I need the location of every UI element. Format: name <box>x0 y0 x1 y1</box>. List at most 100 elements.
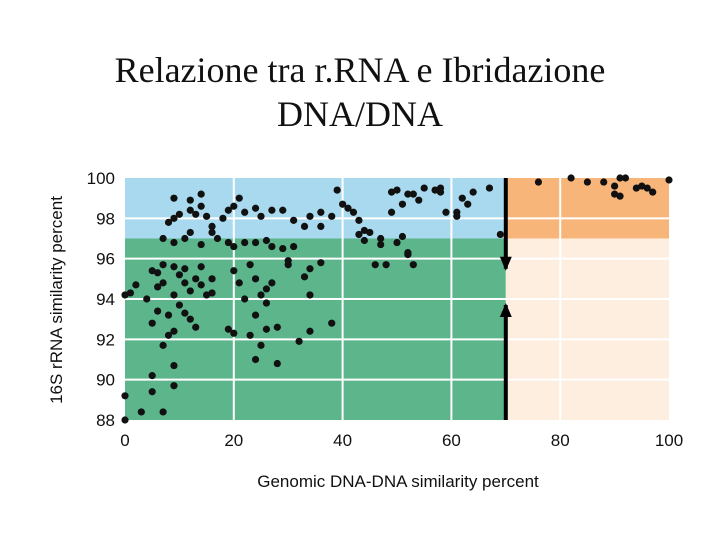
data-point-147 <box>600 178 607 185</box>
data-point-156 <box>665 176 672 183</box>
data-point-22 <box>181 310 188 317</box>
data-point-152 <box>622 174 629 181</box>
data-point-72 <box>263 285 270 292</box>
data-point-92 <box>306 265 313 272</box>
data-point-11 <box>170 328 177 335</box>
data-point-57 <box>187 197 194 204</box>
data-point-6 <box>149 372 156 379</box>
data-point-78 <box>274 324 281 331</box>
data-point-9 <box>159 342 166 349</box>
data-point-5 <box>149 388 156 395</box>
data-point-82 <box>274 360 281 367</box>
data-point-71 <box>263 299 270 306</box>
data-point-61 <box>241 209 248 216</box>
data-point-26 <box>181 279 188 286</box>
data-point-87 <box>285 261 292 268</box>
data-point-64 <box>241 239 248 246</box>
data-point-84 <box>306 328 313 335</box>
data-point-98 <box>317 209 324 216</box>
x-tick-label-4: 80 <box>551 431 570 450</box>
x-tick-label-3: 60 <box>442 431 461 450</box>
data-point-139 <box>459 195 466 202</box>
data-point-51 <box>198 203 205 210</box>
region-upper-left <box>125 178 506 239</box>
data-point-110 <box>350 209 357 216</box>
data-point-150 <box>616 193 623 200</box>
data-point-53 <box>208 223 215 230</box>
y-tick-label-6: 100 <box>87 169 115 188</box>
x-tick-label-1: 20 <box>224 431 243 450</box>
data-point-12 <box>149 320 156 327</box>
data-point-58 <box>198 191 205 198</box>
data-point-34 <box>154 269 161 276</box>
data-point-25 <box>187 287 194 294</box>
data-point-95 <box>306 291 313 298</box>
data-point-33 <box>159 261 166 268</box>
x-tick-label-5: 100 <box>655 431 683 450</box>
data-point-83 <box>295 338 302 345</box>
y-tick-label-3: 94 <box>96 290 115 309</box>
data-point-97 <box>306 213 313 220</box>
data-point-144 <box>535 178 542 185</box>
data-point-122 <box>399 201 406 208</box>
data-point-76 <box>247 332 254 339</box>
data-point-99 <box>328 213 335 220</box>
data-point-7 <box>170 382 177 389</box>
region-lower-left <box>125 239 506 421</box>
data-point-65 <box>230 267 237 274</box>
data-point-59 <box>230 203 237 210</box>
data-point-31 <box>208 275 215 282</box>
data-point-14 <box>165 312 172 319</box>
data-point-42 <box>187 229 194 236</box>
data-point-70 <box>257 291 264 298</box>
data-point-117 <box>372 261 379 268</box>
data-point-90 <box>252 239 259 246</box>
data-point-107 <box>334 187 341 194</box>
data-point-118 <box>383 261 390 268</box>
data-point-45 <box>214 235 221 242</box>
data-point-140 <box>470 189 477 196</box>
data-point-128 <box>415 197 422 204</box>
data-point-30 <box>198 281 205 288</box>
data-point-48 <box>176 211 183 218</box>
data-point-73 <box>268 279 275 286</box>
data-point-29 <box>208 289 215 296</box>
data-point-13 <box>154 308 161 315</box>
data-point-75 <box>263 326 270 333</box>
data-point-74 <box>252 312 259 319</box>
data-point-141 <box>464 201 471 208</box>
data-point-36 <box>176 271 183 278</box>
data-point-52 <box>203 213 210 220</box>
data-point-50 <box>192 211 199 218</box>
data-point-124 <box>388 189 395 196</box>
data-point-127 <box>421 184 428 191</box>
region-lower-right <box>506 239 669 421</box>
y-tick-label-2: 92 <box>96 330 115 349</box>
data-point-146 <box>584 178 591 185</box>
data-point-115 <box>361 237 368 244</box>
data-point-20 <box>170 291 177 298</box>
data-point-135 <box>437 189 444 196</box>
data-point-94 <box>301 273 308 280</box>
data-point-121 <box>388 209 395 216</box>
y-tick-label-5: 98 <box>96 209 115 228</box>
x-axis-ticks: 0 20 40 60 80 100 <box>120 431 683 450</box>
data-point-81 <box>252 356 259 363</box>
x-tick-label-0: 0 <box>120 431 129 450</box>
scatter-chart: 0 20 40 60 80 100 889092949698100 Genomic DNA… <box>0 0 720 540</box>
data-point-0 <box>121 416 128 423</box>
data-point-142 <box>486 184 493 191</box>
y-tick-label-4: 96 <box>96 250 115 269</box>
data-point-131 <box>404 249 411 256</box>
data-point-148 <box>611 182 618 189</box>
y-axis-label: 16S rRNA similarity percent <box>47 196 66 404</box>
data-point-113 <box>355 231 362 238</box>
x-tick-label-2: 40 <box>333 431 352 450</box>
data-point-4 <box>159 408 166 415</box>
data-point-37 <box>181 265 188 272</box>
data-point-103 <box>268 207 275 214</box>
data-point-100 <box>317 223 324 230</box>
data-point-85 <box>279 245 286 252</box>
data-point-138 <box>453 209 460 216</box>
data-point-35 <box>170 263 177 270</box>
